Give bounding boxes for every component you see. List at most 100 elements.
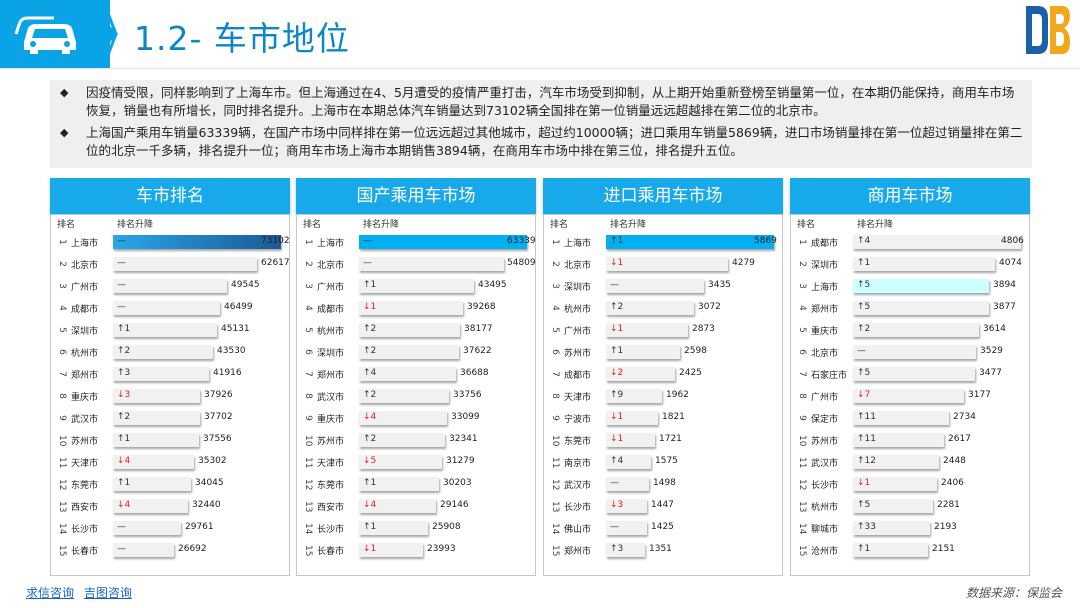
city-label: 长沙市 bbox=[317, 525, 345, 535]
table-row: 8 武汉市 ↑2 33756 bbox=[297, 386, 535, 408]
rank-change: ↑4 bbox=[610, 456, 624, 466]
rank-change: ↑11 bbox=[857, 412, 876, 422]
value-bar bbox=[359, 455, 442, 469]
city-label: 广州市 bbox=[564, 327, 592, 337]
rank-label: 4 bbox=[303, 305, 313, 311]
rank-label: 3 bbox=[57, 283, 67, 289]
city-label: 长沙市 bbox=[811, 481, 839, 491]
table-row: 2 北京市 — 62617 bbox=[51, 254, 290, 276]
value-bar bbox=[853, 345, 976, 359]
value-bar bbox=[853, 257, 995, 271]
ranking-chart: 排名 排名升降 1 成都市 ↑4 4806 2 深圳市 ↑1 4074 3 上海市 ↑5 3894 4 郑… bbox=[790, 214, 1030, 576]
rank-change: ↑2 bbox=[363, 434, 377, 444]
city-label: 上海市 bbox=[811, 283, 839, 293]
table-row: 15 沧州市 ↑1 2151 bbox=[791, 540, 1029, 562]
table-row: 6 杭州市 ↑2 43530 bbox=[51, 342, 289, 364]
value-label: 49545 bbox=[231, 280, 260, 290]
rank-label: 5 bbox=[303, 327, 313, 333]
city-label: 宁波市 bbox=[564, 415, 592, 425]
city-label: 成都市 bbox=[317, 305, 345, 315]
value-bar bbox=[359, 257, 504, 271]
rank-label: 12 bbox=[303, 479, 313, 491]
rank-label: 13 bbox=[57, 501, 67, 513]
value-label: 2193 bbox=[934, 522, 957, 532]
rank-label: 6 bbox=[57, 349, 67, 355]
rank-label: 2 bbox=[303, 261, 313, 267]
city-label: 深圳市 bbox=[317, 349, 345, 359]
value-bar bbox=[606, 433, 655, 447]
rank-change: — bbox=[117, 258, 126, 268]
rank-label: 10 bbox=[57, 435, 67, 447]
city-label: 北京市 bbox=[71, 261, 99, 271]
link-qiuxin[interactable]: 求信咨询 bbox=[26, 586, 75, 600]
rank-change: ↓2 bbox=[610, 368, 624, 378]
city-label: 苏州市 bbox=[811, 437, 839, 447]
rank-label: 7 bbox=[303, 371, 313, 377]
rank-label: 12 bbox=[57, 479, 67, 491]
table-row: 10 苏州市 ↑1 37556 bbox=[51, 430, 289, 452]
value-bar bbox=[853, 389, 964, 403]
rank-label: 14 bbox=[303, 523, 313, 535]
value-label: 3894 bbox=[993, 280, 1016, 290]
rank-label: 8 bbox=[303, 393, 313, 399]
rank-label: 3 bbox=[797, 283, 807, 289]
rank-change: ↑11 bbox=[857, 434, 876, 444]
value-bar bbox=[853, 279, 989, 293]
rank-label: 4 bbox=[550, 305, 560, 311]
value-bar bbox=[853, 499, 933, 513]
table-row: 13 西安市 ↓4 32440 bbox=[51, 496, 289, 518]
rank-change: ↑1 bbox=[363, 478, 377, 488]
value-bar bbox=[853, 477, 937, 491]
value-bar bbox=[359, 477, 439, 491]
panel-title: 进口乘用车市场 bbox=[543, 178, 783, 214]
rank-label: 10 bbox=[303, 435, 313, 447]
table-row: 9 重庆市 ↓4 33099 bbox=[297, 408, 535, 430]
city-label: 武汉市 bbox=[317, 393, 345, 403]
value-bar bbox=[606, 367, 675, 381]
value-label: 3477 bbox=[979, 368, 1002, 378]
rank-change: — bbox=[117, 236, 126, 246]
rank-label: 5 bbox=[797, 327, 807, 333]
rank-change: ↑1 bbox=[857, 544, 871, 554]
value-label: 1575 bbox=[655, 456, 678, 466]
city-label: 广州市 bbox=[811, 393, 839, 403]
value-label: 62617 bbox=[261, 258, 290, 268]
rank-change: ↑2 bbox=[117, 346, 131, 356]
city-label: 东莞市 bbox=[564, 437, 592, 447]
value-bar bbox=[113, 543, 174, 557]
rank-label: 10 bbox=[797, 435, 807, 447]
bullet-diamond-icon: ◆ bbox=[60, 126, 69, 139]
rank-change: — bbox=[117, 280, 126, 290]
ranking-chart: 排名 排名升降 1 上海市 — 73102 2 北京市 — 62617 3 广州市 — 49545 4 成… bbox=[50, 214, 290, 576]
value-label: 2151 bbox=[932, 544, 955, 554]
rank-change: ↑2 bbox=[363, 390, 377, 400]
rank-change: ↑1 bbox=[857, 258, 871, 268]
value-bar bbox=[606, 301, 694, 315]
city-label: 南京市 bbox=[564, 459, 592, 469]
value-bar bbox=[113, 521, 181, 535]
col-header-rank: 排名 bbox=[550, 220, 569, 230]
rank-label: 14 bbox=[57, 523, 67, 535]
city-label: 成都市 bbox=[811, 239, 839, 249]
rank-label: 9 bbox=[550, 415, 560, 421]
rank-label: 4 bbox=[797, 305, 807, 311]
value-label: 3177 bbox=[968, 390, 991, 400]
city-label: 郑州市 bbox=[564, 547, 592, 557]
table-row: 3 上海市 ↑5 3894 bbox=[791, 276, 1029, 298]
table-row: 14 佛山市 — 1425 bbox=[544, 518, 782, 540]
value-label: 32341 bbox=[449, 434, 478, 444]
city-label: 长沙市 bbox=[564, 503, 592, 513]
value-bar bbox=[853, 543, 928, 557]
value-bar bbox=[853, 521, 930, 535]
value-bar bbox=[606, 543, 645, 557]
table-row: 7 郑州市 ↑3 41916 bbox=[51, 364, 289, 386]
link-jitu[interactable]: 吉图咨询 bbox=[83, 586, 132, 600]
ranking-chart: 排名 排名升降 1 上海市 — 63339 2 北京市 — 54809 3 广州市 ↑1 43495 4… bbox=[296, 214, 536, 576]
city-label: 佛山市 bbox=[564, 525, 592, 535]
city-label: 深圳市 bbox=[811, 261, 839, 271]
rank-label: 11 bbox=[797, 457, 807, 469]
table-row: 14 聊城市 ↑33 2193 bbox=[791, 518, 1029, 540]
value-label: 1351 bbox=[649, 544, 672, 554]
intro-paragraph-2: 上海国产乘用车销量63339辆，在国产市场中同样排在第一位远远超过其他城市，超过… bbox=[86, 125, 1023, 158]
city-label: 重庆市 bbox=[811, 327, 839, 337]
